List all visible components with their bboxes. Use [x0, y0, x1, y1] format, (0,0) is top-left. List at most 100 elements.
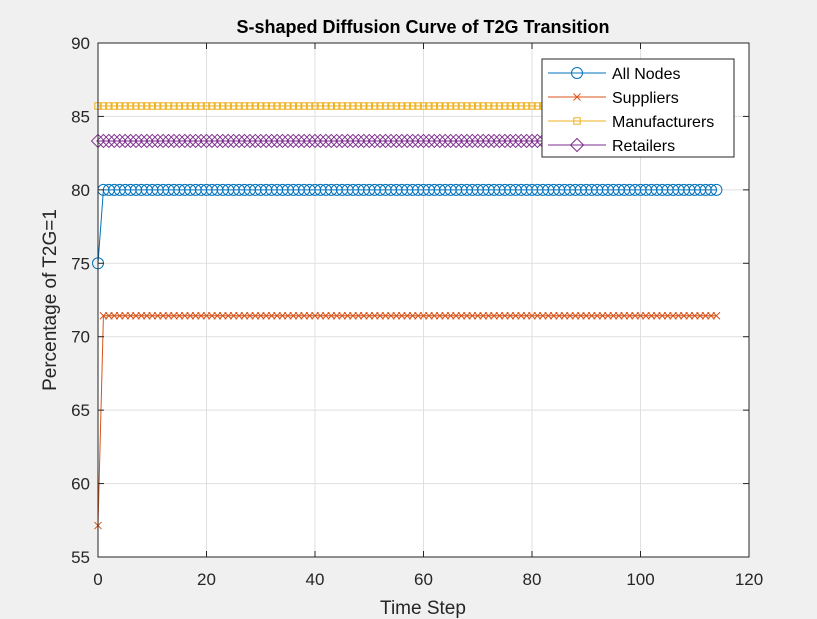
data-point	[161, 133, 176, 149]
axis-ticks: 0 20 40 60 80 100 120 55 60 65 70 75 80 85 90	[71, 34, 763, 589]
data-point	[398, 102, 406, 110]
data-point	[376, 102, 384, 110]
data-point	[170, 102, 178, 110]
data-point	[663, 311, 672, 320]
data-point	[652, 311, 661, 320]
data-point	[519, 133, 534, 149]
data-point	[443, 133, 458, 149]
data-point	[680, 311, 688, 320]
data-point	[370, 102, 379, 110]
data-point	[213, 311, 222, 320]
data-point	[712, 311, 721, 320]
data-point	[446, 311, 455, 320]
data-point	[465, 133, 480, 149]
data-point	[495, 102, 504, 110]
data-point	[707, 311, 715, 320]
data-point	[457, 102, 466, 110]
data-point	[359, 311, 368, 320]
data-point	[248, 133, 263, 149]
data-point	[625, 311, 634, 320]
data-point	[177, 133, 193, 149]
data-point	[210, 133, 225, 149]
y-tick-label: 90	[71, 34, 90, 53]
data-point	[419, 102, 428, 110]
data-point	[321, 311, 330, 320]
data-point	[294, 311, 303, 320]
data-point	[425, 102, 433, 110]
data-point	[389, 133, 404, 149]
data-point	[343, 311, 352, 320]
x-tick-label: 0	[93, 570, 102, 589]
data-point	[327, 102, 335, 110]
data-point	[528, 311, 536, 320]
data-point	[495, 311, 504, 320]
data-point	[132, 102, 140, 110]
data-point	[511, 311, 520, 320]
data-point	[180, 311, 189, 320]
data-point	[253, 133, 268, 149]
data-point	[479, 311, 488, 320]
data-point	[544, 311, 553, 320]
data-point	[609, 311, 618, 320]
data-point	[435, 311, 444, 320]
data-point	[204, 133, 220, 149]
data-point	[202, 102, 211, 110]
data-point	[153, 102, 162, 110]
legend-label: Suppliers	[612, 90, 679, 107]
legend-item: Suppliers	[548, 90, 679, 107]
data-point	[408, 102, 417, 110]
data-point	[132, 311, 140, 320]
data-point	[383, 133, 399, 149]
data-point	[213, 102, 222, 110]
data-point	[197, 311, 205, 320]
data-point	[237, 133, 252, 149]
data-point	[441, 102, 449, 110]
data-point	[137, 102, 146, 110]
data-point	[208, 311, 216, 320]
data-point	[538, 311, 547, 320]
legend-item: Manufacturers	[548, 114, 714, 131]
data-point	[486, 133, 502, 149]
data-point	[349, 102, 357, 110]
data-point	[264, 133, 279, 149]
data-point	[311, 311, 319, 320]
data-point	[126, 311, 135, 320]
data-point	[322, 102, 330, 110]
data-point	[101, 133, 117, 149]
data-point	[459, 133, 475, 149]
data-point	[170, 311, 178, 320]
data-point	[400, 133, 415, 149]
data-point	[370, 311, 379, 320]
data-point	[193, 133, 209, 149]
data-point	[503, 133, 518, 149]
data-point	[99, 311, 108, 320]
data-point	[96, 133, 111, 149]
data-point	[394, 133, 410, 149]
data-point	[701, 311, 710, 320]
legend-marker	[573, 117, 581, 125]
data-point	[175, 311, 184, 320]
data-point	[576, 311, 585, 320]
data-point	[269, 133, 285, 149]
data-point	[533, 102, 542, 110]
data-point	[427, 133, 442, 149]
data-point	[224, 102, 232, 110]
data-point	[528, 102, 536, 110]
data-point	[273, 311, 281, 320]
data-point	[246, 102, 254, 110]
data-point	[262, 102, 270, 110]
data-point	[307, 133, 323, 149]
data-point	[338, 311, 346, 320]
data-point	[416, 133, 431, 149]
data-point	[468, 311, 477, 320]
data-point	[327, 311, 336, 320]
data-point	[226, 133, 241, 149]
data-point	[367, 133, 382, 149]
data-point	[123, 133, 138, 149]
data-point	[387, 102, 395, 110]
data-point	[280, 133, 296, 149]
data-point	[397, 311, 406, 320]
data-point	[202, 311, 211, 320]
data-point	[137, 311, 146, 320]
legend-label: Manufacturers	[612, 114, 714, 131]
